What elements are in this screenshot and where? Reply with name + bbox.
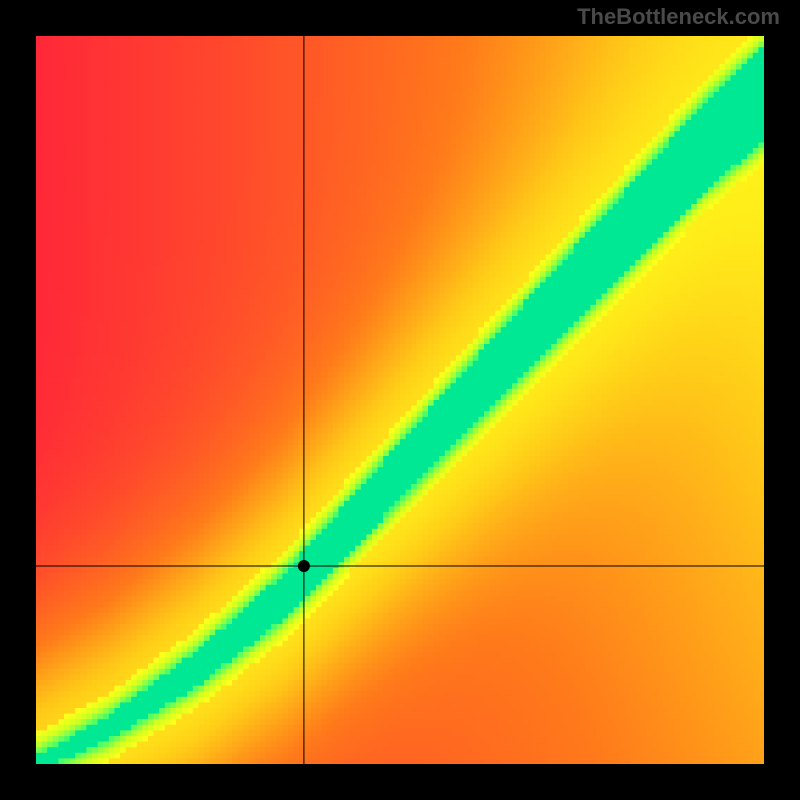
heatmap-chart [0,0,800,800]
marker-dot [298,560,310,572]
heatmap-cells [36,36,765,765]
frame-border [0,0,36,800]
watermark-text: TheBottleneck.com [577,4,780,30]
chart-container: TheBottleneck.com [0,0,800,800]
frame-border [0,764,800,800]
frame-border [764,0,800,800]
